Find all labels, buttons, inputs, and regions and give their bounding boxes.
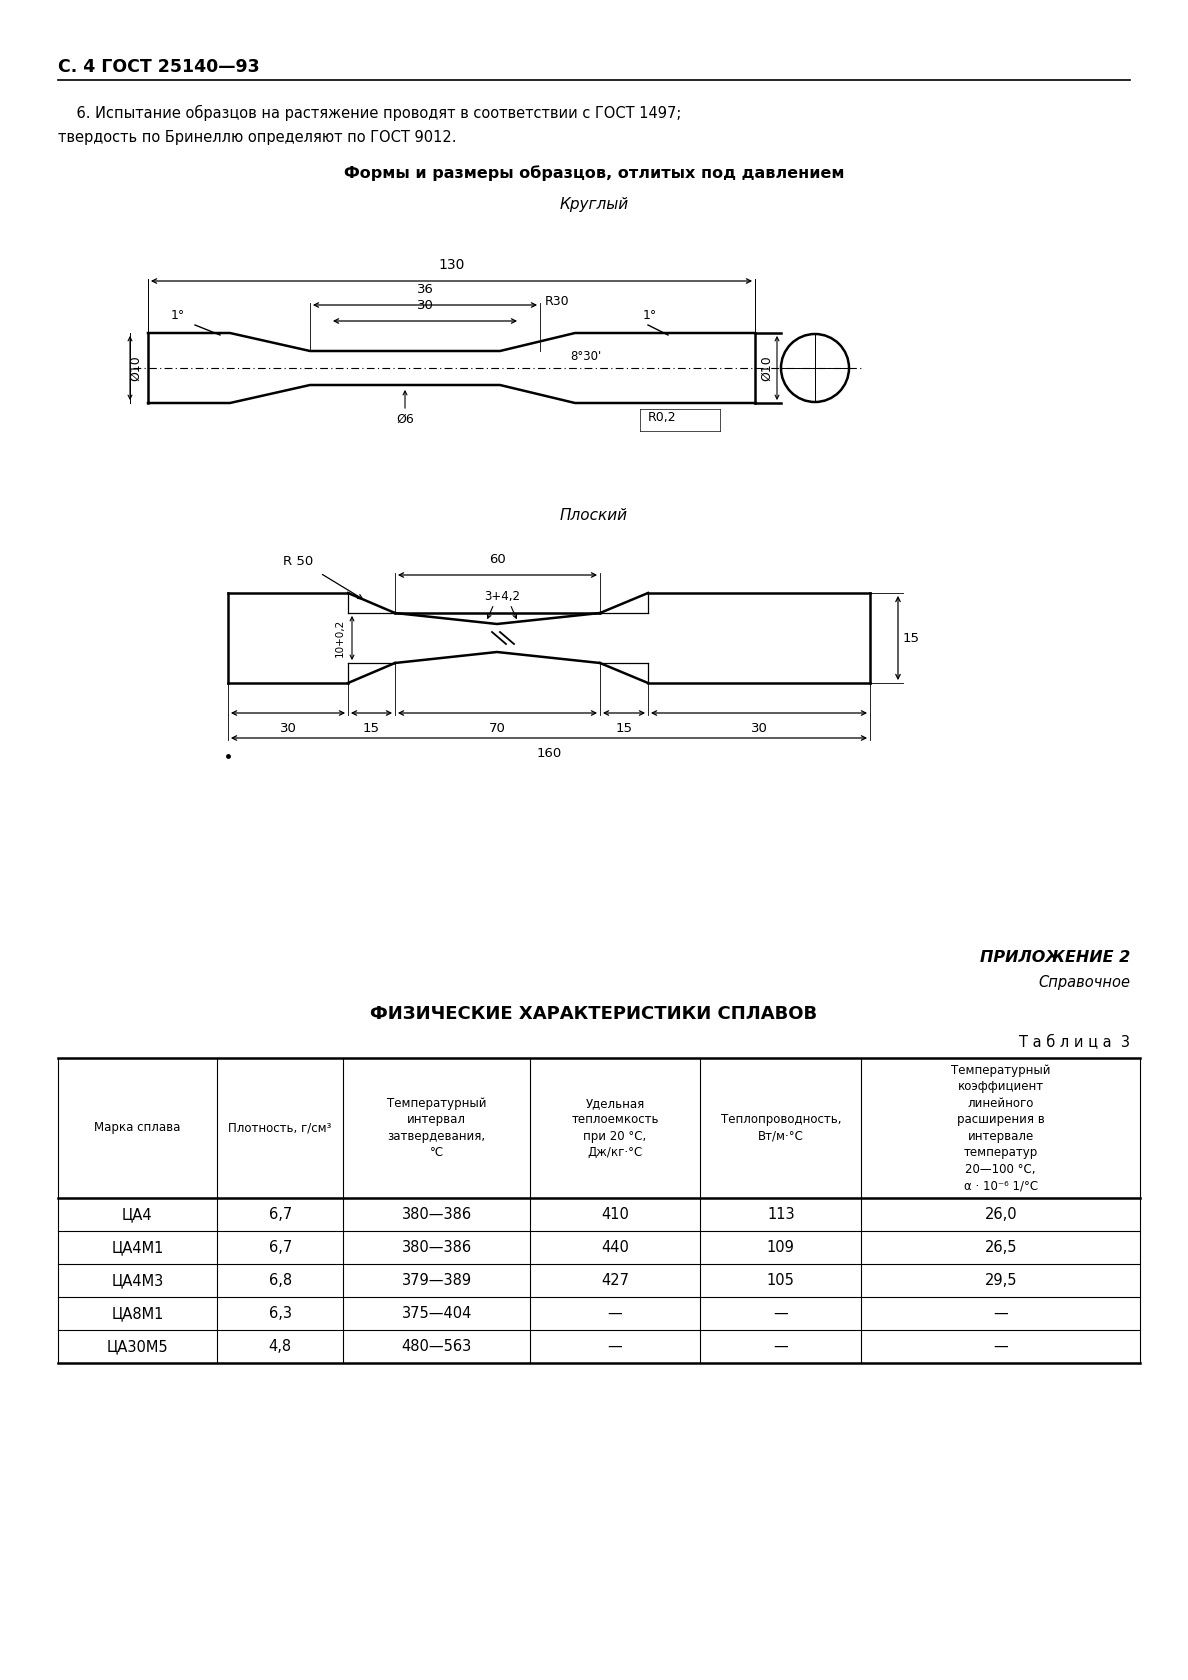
Text: 1°: 1° [643, 309, 657, 323]
Text: 380—386: 380—386 [402, 1206, 472, 1221]
Text: 26,0: 26,0 [985, 1206, 1017, 1221]
Text: R30: R30 [545, 296, 569, 307]
Text: ЦА4М3: ЦА4М3 [112, 1273, 164, 1289]
Text: 1°: 1° [171, 309, 185, 323]
Text: Плоский: Плоский [560, 507, 628, 522]
Text: 15: 15 [364, 722, 380, 736]
Text: ФИЗИЧЕСКИЕ ХАРАКТЕРИСТИКИ СПЛАВОВ: ФИЗИЧЕСКИЕ ХАРАКТЕРИСТИКИ СПЛАВОВ [371, 1005, 817, 1023]
Text: 29,5: 29,5 [985, 1273, 1017, 1289]
Text: 3+4,2: 3+4,2 [484, 590, 520, 603]
Text: 427: 427 [601, 1273, 630, 1289]
Text: 6,3: 6,3 [268, 1305, 292, 1320]
Text: 15: 15 [615, 722, 632, 736]
Text: 15: 15 [903, 632, 920, 645]
Text: 60: 60 [489, 553, 506, 566]
Text: Марка сплава: Марка сплава [94, 1122, 181, 1134]
Text: —: — [993, 1305, 1009, 1320]
Text: Плотность, г/см³: Плотность, г/см³ [228, 1122, 331, 1134]
Text: 130: 130 [438, 259, 465, 272]
Text: 6,8: 6,8 [268, 1273, 292, 1289]
Text: 480—563: 480—563 [402, 1339, 472, 1354]
Text: 410: 410 [601, 1206, 630, 1221]
Text: 36: 36 [417, 282, 434, 296]
Text: —: — [608, 1305, 623, 1320]
Text: ЦА8М1: ЦА8М1 [112, 1305, 164, 1320]
Text: Теплопроводность,
Вт/м·°С: Теплопроводность, Вт/м·°С [721, 1114, 841, 1142]
Text: 4,8: 4,8 [268, 1339, 292, 1354]
Text: 26,5: 26,5 [985, 1240, 1017, 1255]
Text: 6,7: 6,7 [268, 1206, 292, 1221]
Text: 109: 109 [767, 1240, 795, 1255]
Text: 379—389: 379—389 [402, 1273, 472, 1289]
Text: 30: 30 [417, 299, 434, 312]
Text: Круглый: Круглый [560, 197, 628, 212]
Text: 375—404: 375—404 [402, 1305, 472, 1320]
Text: 8°30': 8°30' [570, 349, 601, 363]
Text: Ø10: Ø10 [129, 354, 143, 381]
Text: 380—386: 380—386 [402, 1240, 472, 1255]
Text: Ø6: Ø6 [396, 413, 413, 427]
Text: 6,7: 6,7 [268, 1240, 292, 1255]
Text: R 50: R 50 [283, 554, 314, 568]
Text: 30: 30 [751, 722, 767, 736]
Text: —: — [608, 1339, 623, 1354]
Text: 160: 160 [536, 748, 562, 759]
Text: Удельная
теплоемкость
при 20 °С,
Дж/кг·°С: Удельная теплоемкость при 20 °С, Дж/кг·°… [571, 1097, 659, 1159]
Text: Температурный
коэффициент
линейного
расширения в
интервале
температур
20—100 °С,: Температурный коэффициент линейного расш… [950, 1063, 1050, 1193]
Text: 10+0,2: 10+0,2 [335, 618, 345, 657]
Text: Температурный
интервал
затвердевания,
°С: Температурный интервал затвердевания, °С [387, 1097, 486, 1159]
Text: твердость по Бринеллю определяют по ГОСТ 9012.: твердость по Бринеллю определяют по ГОСТ… [58, 129, 456, 144]
Text: Справочное: Справочное [1038, 974, 1130, 990]
Text: ПРИЛОЖЕНИЕ 2: ПРИЛОЖЕНИЕ 2 [980, 949, 1130, 964]
Text: ЦА4М1: ЦА4М1 [112, 1240, 164, 1255]
Text: 30: 30 [279, 722, 297, 736]
Text: 70: 70 [489, 722, 506, 736]
Text: Ø10: Ø10 [760, 354, 773, 381]
Text: С. 4 ГОСТ 25140—93: С. 4 ГОСТ 25140—93 [58, 59, 260, 76]
Text: —: — [993, 1339, 1009, 1354]
Text: Т а б л и ц а  3: Т а б л и ц а 3 [1019, 1035, 1130, 1050]
Text: 6. Испытание образцов на растяжение проводят в соответствии с ГОСТ 1497;: 6. Испытание образцов на растяжение пров… [58, 104, 682, 121]
Text: R0,2: R0,2 [647, 412, 677, 423]
Text: —: — [773, 1339, 789, 1354]
Text: 113: 113 [767, 1206, 795, 1221]
Text: Формы и размеры образцов, отлитых под давлением: Формы и размеры образцов, отлитых под да… [343, 165, 845, 181]
Text: 105: 105 [767, 1273, 795, 1289]
Text: ЦА30М5: ЦА30М5 [107, 1339, 169, 1354]
Text: 440: 440 [601, 1240, 630, 1255]
Text: ЦА4: ЦА4 [122, 1206, 153, 1221]
Text: —: — [773, 1305, 789, 1320]
